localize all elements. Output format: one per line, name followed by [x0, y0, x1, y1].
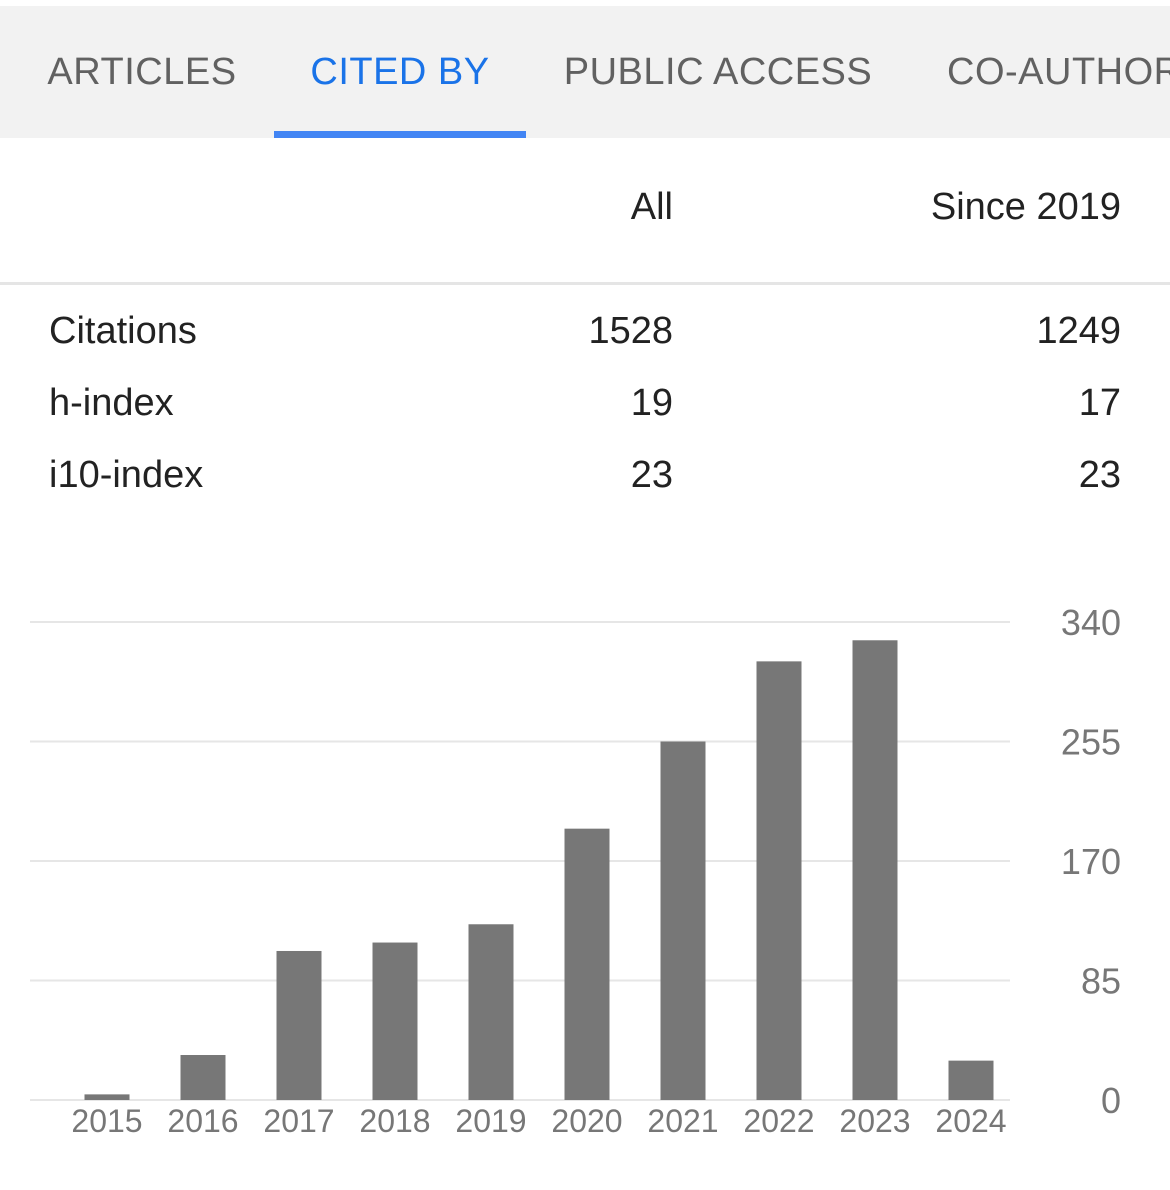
row-label: i10-index [49, 454, 204, 496]
row-label: h-index [49, 382, 174, 424]
stats-row-i10-index: i10-index 23 23 [0, 442, 1170, 514]
citation-stats-table: All Since 2019 Citations 1528 1249 h-ind… [0, 138, 1170, 514]
citations-per-year-chart: 0 85 170 255 340 2015 2016 2017 2018 2019 2020 2021… [30, 602, 1121, 1139]
value-all: 1528 [588, 310, 673, 352]
x-tick-label: 2023 [839, 1103, 910, 1139]
tab-cited-by[interactable]: CITED BY [310, 50, 490, 93]
value-since: 17 [1078, 382, 1121, 424]
y-tick-label: 255 [1061, 722, 1121, 763]
stats-row-h-index: h-index 19 17 [0, 370, 1170, 442]
row-label: Citations [49, 310, 197, 352]
tab-public-access[interactable]: PUBLIC ACCESS [563, 50, 873, 93]
bar-2024[interactable] [948, 1060, 994, 1100]
active-tab-indicator [274, 131, 526, 138]
x-tick-label: 2022 [743, 1103, 814, 1139]
x-tick-label: 2017 [263, 1103, 334, 1139]
x-tick-label: 2024 [935, 1103, 1006, 1139]
bar-2016[interactable] [180, 1055, 226, 1100]
value-all: 19 [630, 382, 673, 424]
x-tick-label: 2021 [647, 1103, 718, 1139]
x-tick-label: 2019 [455, 1103, 526, 1139]
bar-2020[interactable] [564, 828, 610, 1100]
bar-2019[interactable] [468, 924, 514, 1100]
x-tick-label: 2018 [359, 1103, 430, 1139]
tab-co-authors[interactable]: CO-AUTHORS [947, 50, 1170, 93]
value-all: 23 [630, 454, 673, 496]
x-tick-label: 2016 [167, 1103, 238, 1139]
bar-2015[interactable] [84, 1094, 130, 1100]
column-header-since-2019: Since 2019 [930, 186, 1121, 228]
stats-header: All Since 2019 [0, 138, 1170, 285]
value-since: 23 [1078, 454, 1121, 496]
bar-2021[interactable] [660, 741, 706, 1101]
bar-2023[interactable] [852, 640, 898, 1100]
tab-bar: ARTICLES CITED BY PUBLIC ACCESS CO-AUTHO… [0, 6, 1170, 138]
bar-2017[interactable] [276, 950, 322, 1100]
y-tick-label: 85 [1081, 961, 1121, 1002]
value-since: 1249 [1036, 310, 1121, 352]
stats-row-citations: Citations 1528 1249 [0, 298, 1170, 370]
column-header-all: All [630, 186, 673, 228]
y-tick-label: 340 [1061, 602, 1121, 643]
bar-2022[interactable] [756, 661, 802, 1100]
bar-2018[interactable] [372, 942, 418, 1100]
tab-articles[interactable]: ARTICLES [47, 50, 237, 93]
y-tick-label: 170 [1061, 841, 1121, 882]
x-tick-label: 2015 [71, 1103, 142, 1139]
y-tick-label: 0 [1101, 1080, 1121, 1121]
x-tick-label: 2020 [551, 1103, 622, 1139]
